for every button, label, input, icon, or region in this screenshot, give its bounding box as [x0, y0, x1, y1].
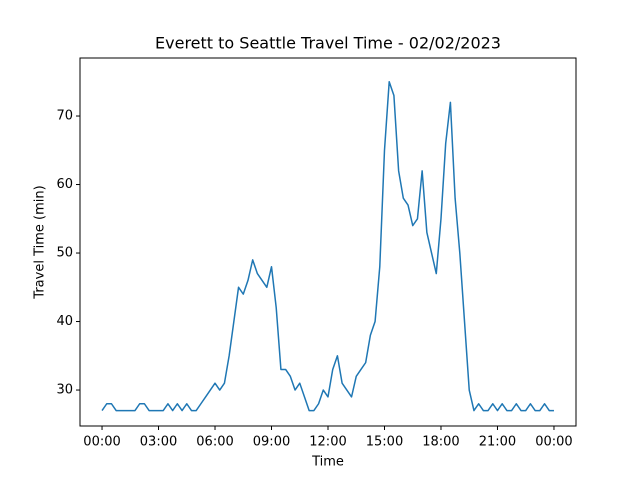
x-tick-label: 03:00 — [140, 435, 177, 450]
chart-title: Everett to Seattle Travel Time - 02/02/2… — [155, 34, 501, 53]
data-line — [101, 81, 554, 412]
x-tick-label: 12:00 — [309, 435, 346, 450]
y-axis-label: Travel Time (min) — [33, 185, 48, 299]
x-tick-label: 00:00 — [535, 435, 572, 450]
y-tick-label: 30 — [56, 383, 73, 398]
y-tick-label: 50 — [56, 246, 73, 261]
x-tick-label: 09:00 — [253, 435, 290, 450]
x-tick-label: 06:00 — [196, 435, 233, 450]
x-axis-label: Time — [311, 455, 344, 470]
x-tick-label: 15:00 — [366, 435, 403, 450]
x-tick-label: 21:00 — [479, 435, 516, 450]
x-tick-label: 00:00 — [83, 435, 120, 450]
x-tick-label: 18:00 — [422, 435, 459, 450]
plot-area — [101, 81, 554, 412]
y-tick-label: 70 — [56, 109, 73, 124]
y-tick-label: 40 — [56, 314, 73, 329]
y-tick-label: 60 — [56, 177, 73, 192]
